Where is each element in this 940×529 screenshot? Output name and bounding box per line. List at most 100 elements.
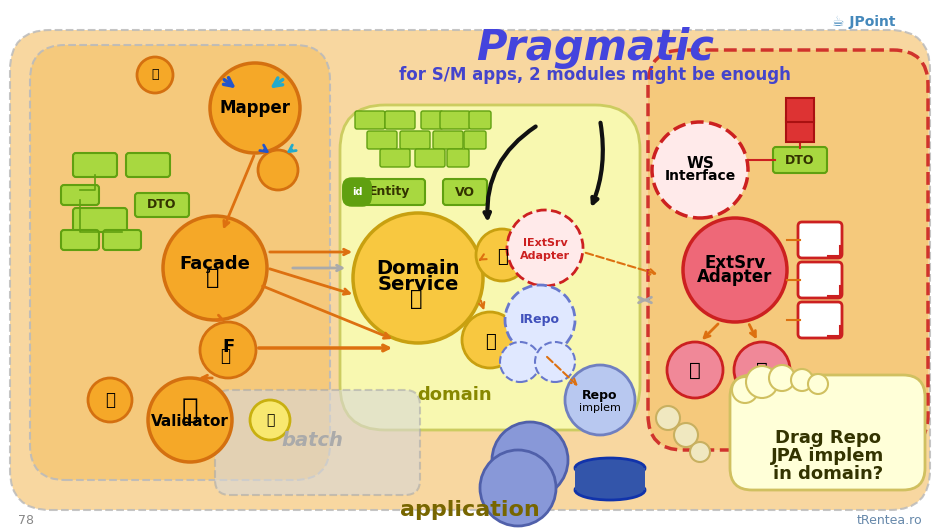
- Circle shape: [652, 122, 748, 218]
- Text: DTO: DTO: [785, 153, 815, 167]
- Text: Adapter: Adapter: [520, 251, 570, 261]
- Text: ☕ JPoint: ☕ JPoint: [832, 15, 895, 29]
- FancyBboxPatch shape: [730, 375, 925, 490]
- Text: Entity: Entity: [369, 186, 411, 198]
- Circle shape: [732, 377, 758, 403]
- FancyBboxPatch shape: [61, 185, 99, 205]
- FancyBboxPatch shape: [126, 153, 170, 177]
- Circle shape: [88, 378, 132, 422]
- Text: Repo: Repo: [582, 388, 618, 402]
- Text: implem: implem: [579, 403, 621, 413]
- Circle shape: [507, 210, 583, 286]
- Circle shape: [200, 322, 256, 378]
- FancyBboxPatch shape: [440, 111, 470, 129]
- Text: Validator: Validator: [151, 415, 229, 430]
- FancyBboxPatch shape: [798, 222, 842, 258]
- Circle shape: [791, 369, 813, 391]
- Text: ExtSrv: ExtSrv: [704, 254, 765, 272]
- Text: id: id: [352, 187, 362, 197]
- Bar: [575, 468, 645, 490]
- Circle shape: [500, 342, 540, 382]
- Text: Interface: Interface: [665, 169, 736, 183]
- Text: for S/M apps, 2 modules might be enough: for S/M apps, 2 modules might be enough: [400, 66, 791, 84]
- Text: DTO: DTO: [148, 198, 177, 212]
- FancyBboxPatch shape: [798, 302, 842, 338]
- FancyBboxPatch shape: [380, 149, 410, 167]
- Text: ✅: ✅: [105, 391, 115, 409]
- Circle shape: [535, 342, 575, 382]
- Circle shape: [476, 229, 528, 281]
- FancyBboxPatch shape: [447, 149, 469, 167]
- Ellipse shape: [575, 458, 645, 478]
- Text: 78: 78: [18, 514, 34, 526]
- Text: F: F: [222, 338, 234, 356]
- FancyBboxPatch shape: [433, 131, 463, 149]
- FancyBboxPatch shape: [385, 111, 415, 129]
- Text: Drag Repo: Drag Repo: [775, 429, 881, 447]
- Ellipse shape: [575, 480, 645, 500]
- Circle shape: [163, 216, 267, 320]
- Circle shape: [210, 63, 300, 153]
- Text: 🧠: 🧠: [410, 289, 422, 309]
- Text: Pragmatic: Pragmatic: [476, 27, 714, 69]
- Text: Domain: Domain: [376, 259, 460, 278]
- FancyBboxPatch shape: [648, 50, 928, 450]
- FancyBboxPatch shape: [443, 179, 487, 205]
- Text: 🔁: 🔁: [689, 360, 701, 379]
- Text: ✅: ✅: [181, 396, 198, 424]
- Text: VO: VO: [455, 186, 475, 198]
- Text: IExtSrv: IExtSrv: [523, 238, 568, 248]
- Text: 🧠: 🧠: [496, 248, 508, 266]
- FancyBboxPatch shape: [355, 179, 425, 205]
- FancyBboxPatch shape: [73, 153, 117, 177]
- Circle shape: [480, 450, 556, 526]
- Text: ✅: ✅: [756, 360, 768, 379]
- FancyBboxPatch shape: [421, 111, 443, 129]
- Text: Adapter: Adapter: [697, 268, 773, 286]
- FancyBboxPatch shape: [798, 262, 842, 298]
- Circle shape: [769, 365, 795, 391]
- FancyBboxPatch shape: [103, 230, 141, 250]
- Circle shape: [148, 378, 232, 462]
- Circle shape: [353, 213, 483, 343]
- FancyBboxPatch shape: [415, 149, 445, 167]
- Text: 🧠: 🧠: [485, 333, 495, 351]
- Text: tRentea.ro: tRentea.ro: [856, 514, 922, 526]
- FancyBboxPatch shape: [773, 147, 827, 173]
- Text: in domain?: in domain?: [773, 465, 883, 483]
- FancyBboxPatch shape: [469, 111, 491, 129]
- FancyBboxPatch shape: [30, 45, 330, 480]
- FancyBboxPatch shape: [61, 230, 99, 250]
- FancyBboxPatch shape: [215, 390, 420, 495]
- FancyBboxPatch shape: [367, 131, 397, 149]
- Circle shape: [250, 400, 290, 440]
- Text: ✅: ✅: [266, 413, 274, 427]
- FancyBboxPatch shape: [135, 193, 189, 217]
- FancyBboxPatch shape: [355, 111, 385, 129]
- FancyBboxPatch shape: [400, 131, 430, 149]
- Text: 🖥: 🖥: [151, 68, 159, 81]
- Circle shape: [683, 218, 787, 322]
- FancyBboxPatch shape: [464, 131, 486, 149]
- Circle shape: [492, 422, 568, 498]
- Circle shape: [565, 365, 635, 435]
- Circle shape: [746, 366, 778, 398]
- Circle shape: [808, 374, 828, 394]
- Circle shape: [734, 342, 790, 398]
- Text: JPA implem: JPA implem: [772, 447, 885, 465]
- Text: batch: batch: [281, 431, 343, 450]
- Text: Mapper: Mapper: [220, 99, 290, 117]
- Text: Façade: Façade: [180, 255, 250, 273]
- Circle shape: [674, 423, 698, 447]
- Text: application: application: [400, 500, 540, 520]
- Circle shape: [505, 285, 575, 355]
- FancyBboxPatch shape: [73, 208, 127, 232]
- Circle shape: [690, 442, 710, 462]
- Text: Service: Service: [377, 276, 459, 295]
- Circle shape: [258, 150, 298, 190]
- Bar: [786, 118, 814, 142]
- Bar: [786, 98, 814, 122]
- Circle shape: [656, 406, 680, 430]
- Text: domain: domain: [417, 386, 493, 404]
- Circle shape: [462, 312, 518, 368]
